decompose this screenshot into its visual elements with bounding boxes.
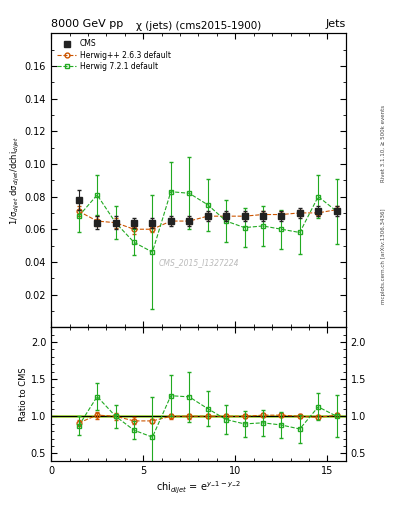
Y-axis label: 1/σ$_{dijet}$ dσ$_{dijet}$/dchi$_{dijet}$: 1/σ$_{dijet}$ dσ$_{dijet}$/dchi$_{dijet}…: [9, 136, 22, 225]
X-axis label: chi$_{dijet}$ = e$^{y_{-}1-y_{-}2}$: chi$_{dijet}$ = e$^{y_{-}1-y_{-}2}$: [156, 480, 241, 496]
Text: 8000 GeV pp: 8000 GeV pp: [51, 19, 123, 29]
Text: Rivet 3.1.10, ≥ 500k events: Rivet 3.1.10, ≥ 500k events: [381, 105, 386, 182]
Title: χ (jets) (cms2015-1900): χ (jets) (cms2015-1900): [136, 21, 261, 31]
Y-axis label: Ratio to CMS: Ratio to CMS: [19, 367, 28, 421]
Text: Jets: Jets: [325, 19, 346, 29]
Text: CMS_2015_I1327224: CMS_2015_I1327224: [158, 258, 239, 267]
Legend: CMS, Herwig++ 2.6.3 default, Herwig 7.2.1 default: CMS, Herwig++ 2.6.3 default, Herwig 7.2.…: [55, 37, 173, 73]
Text: mcplots.cern.ch [arXiv:1306.3436]: mcplots.cern.ch [arXiv:1306.3436]: [381, 208, 386, 304]
